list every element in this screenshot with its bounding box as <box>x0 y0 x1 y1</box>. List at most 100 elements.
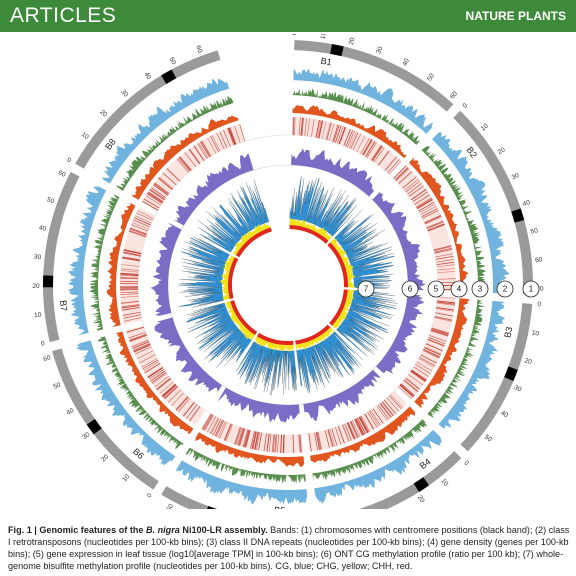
expression-tick-b4-12 <box>348 422 356 439</box>
expression-tick-b4-31 <box>381 401 394 417</box>
expression-tick-b3-36 <box>425 343 443 351</box>
expression-tick-b2-45 <box>408 185 424 197</box>
expression-tick-b2-20 <box>433 245 452 251</box>
expression-tick-b8-29 <box>207 137 217 154</box>
expression-tick-b8-54 <box>216 132 225 150</box>
expression-tick-b5-7 <box>201 413 212 430</box>
expression-tick-b3-51 <box>431 328 449 335</box>
expression-tick-b1-40 <box>316 120 322 138</box>
expression-tick-b5-22 <box>203 414 214 431</box>
tick-label-b6-20: 20 <box>100 453 110 463</box>
expression-tick-b7-9 <box>133 219 150 228</box>
expression-tick-b3-41 <box>411 369 427 381</box>
tick-label-b7-10: 10 <box>34 311 42 319</box>
expression-tick-b2-37 <box>427 223 445 232</box>
expression-tick-b5-43 <box>258 432 263 451</box>
expression-tick-b1-8 <box>345 129 354 147</box>
expression-tick-b7-50 <box>123 251 142 256</box>
expression-tick-b7-11 <box>137 210 154 219</box>
expression-tick-b5-21 <box>244 429 251 448</box>
ont-methylation-track-b3 <box>376 294 424 374</box>
chg-methylation-track-b8 <box>231 223 271 256</box>
expression-tick-b1-38 <box>338 126 346 145</box>
tick-label-b1-60: 60 <box>449 90 459 100</box>
expression-tick-b1-13 <box>336 126 344 144</box>
expression-tick-b7-14 <box>120 300 139 304</box>
expression-tick-b3-32 <box>411 370 427 382</box>
expression-tick-b8-53 <box>228 127 236 145</box>
track-label-circle-7 <box>357 280 375 298</box>
chromosome-band-b7 <box>42 171 80 343</box>
expression-tick-b6-9 <box>156 377 171 390</box>
expression-tick-b5-11 <box>292 434 295 453</box>
expression-tick-b6-39 <box>129 334 147 341</box>
expression-band-b7 <box>120 207 155 325</box>
circos-figure: 0102030405060B1010203040506070B201020304… <box>4 31 564 541</box>
expression-tick-b8-43 <box>146 193 163 204</box>
expression-tick-b3-42 <box>418 358 435 368</box>
cg-methylation-track-b1 <box>289 175 357 237</box>
expression-tick-b1-24 <box>343 128 351 146</box>
expression-tick-b6-15 <box>162 384 176 397</box>
tick-label-b2-20: 20 <box>497 146 507 156</box>
ont-methylation-track-b4 <box>303 369 381 422</box>
chg-methylation-track-b1 <box>289 218 332 241</box>
expression-tick-b1-37 <box>356 135 366 152</box>
expression-tick-b5-37 <box>238 428 245 446</box>
expression-tick-b4-27 <box>364 413 374 430</box>
chromosome-label-b5: B5 <box>274 505 285 509</box>
expression-tick-b1-53 <box>350 132 359 149</box>
gene-density-track-b5 <box>195 432 305 467</box>
expression-tick-b6-46 <box>162 384 177 398</box>
expression-tick-b6-35 <box>151 372 167 385</box>
track-label-circle-6 <box>401 280 419 298</box>
expression-tick-b1-7 <box>373 147 385 163</box>
tick-label-b3-40: 40 <box>499 410 509 420</box>
expression-tick-b3-20 <box>430 329 449 336</box>
cg-methylation-track-b6 <box>186 302 252 369</box>
tick-label-b4-0: 0 <box>462 459 470 467</box>
expression-tick-b3-16 <box>410 371 426 383</box>
expression-tick-b8-41 <box>189 148 201 164</box>
tick-label-b7-40: 40 <box>38 224 47 233</box>
expression-tick-b6-52 <box>126 326 145 333</box>
expression-tick-b3-29 <box>436 307 455 311</box>
expression-tick-b1-52 <box>294 117 296 136</box>
expression-tick-b4-35 <box>364 413 375 430</box>
gene-density-track-b3 <box>414 298 470 409</box>
expression-tick-b2-41 <box>414 194 430 205</box>
expression-tick-b4-37 <box>358 417 368 434</box>
expression-tick-b7-41 <box>123 249 142 254</box>
expression-tick-b8-25 <box>210 135 219 153</box>
class1-track-b6 <box>76 340 176 466</box>
centromere-b7 <box>42 275 54 288</box>
expression-tick-b5-54 <box>219 421 228 439</box>
expression-tick-b8-2 <box>145 195 162 206</box>
chromosome-label-b6: B6 <box>131 446 146 461</box>
expression-tick-b5-28 <box>234 427 241 445</box>
expression-tick-b7-20 <box>122 256 141 261</box>
caption-title-post: Ni100-LR assembly. <box>179 525 268 535</box>
expression-tick-b4-10 <box>317 431 322 450</box>
gene-density-track-b6 <box>115 331 194 434</box>
expression-tick-b5-49 <box>224 423 232 441</box>
expression-tick-b5-31 <box>234 427 242 445</box>
expression-tick-b7-7 <box>123 252 141 257</box>
expression-tick-b6-32 <box>176 396 189 411</box>
expression-tick-b2-3 <box>426 220 444 229</box>
expression-tick-b6-5 <box>189 406 201 422</box>
expression-tick-b4-54 <box>356 417 366 435</box>
class1-track-b2 <box>432 132 510 294</box>
expression-tick-b8-32 <box>223 129 231 147</box>
expression-tick-b3-50 <box>416 361 433 372</box>
track-label-circle-3 <box>471 280 489 298</box>
expression-tick-b1-26 <box>370 145 382 161</box>
expression-tick-b3-2 <box>423 349 440 358</box>
expression-tick-b4-1 <box>350 421 359 438</box>
expression-tick-b4-43 <box>383 399 397 415</box>
expression-tick-b2-19 <box>415 197 432 208</box>
expression-tick-b8-28 <box>153 184 169 196</box>
expression-tick-b5-36 <box>299 434 302 453</box>
gene-density-track-b4 <box>310 406 416 463</box>
expression-tick-b3-54 <box>434 315 453 321</box>
